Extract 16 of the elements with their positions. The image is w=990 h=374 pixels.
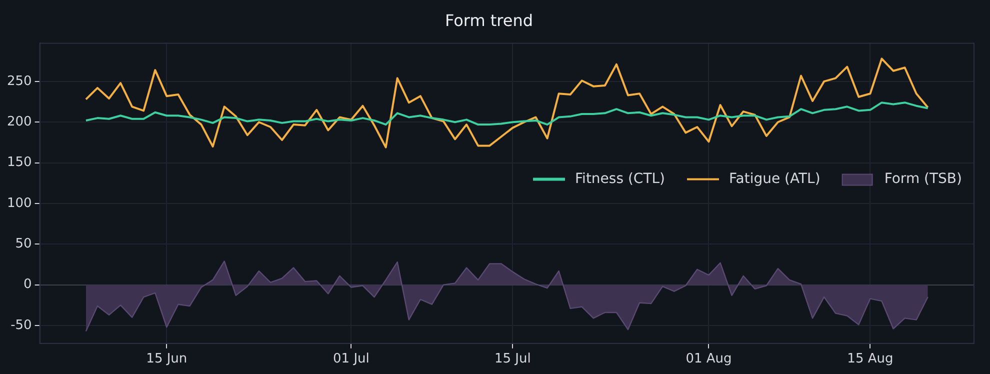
legend-label: Fatigue (ATL) <box>729 170 820 187</box>
x-tick-label: 01 Jul <box>333 352 370 367</box>
y-tick-label: 100 <box>6 196 32 211</box>
y-tick-label: -50 <box>10 318 32 333</box>
y-tick-label: 0 <box>24 277 32 292</box>
y-tick-label: 200 <box>6 114 32 130</box>
y-tick-label: 250 <box>6 74 32 89</box>
x-tick-label: 01 Aug <box>686 352 732 367</box>
x-tick-label: 15 Aug <box>847 352 894 367</box>
x-tick-label: 15 Jun <box>146 352 188 367</box>
x-tick-label: 15 Jul <box>494 352 531 367</box>
chart-title: Form trend <box>444 10 534 30</box>
y-tick-label: 150 <box>6 155 32 170</box>
y-tick-label: 50 <box>15 236 32 252</box>
legend-label: Fitness (CTL) <box>575 170 666 187</box>
legend-label: Form (TSB) <box>884 170 962 187</box>
